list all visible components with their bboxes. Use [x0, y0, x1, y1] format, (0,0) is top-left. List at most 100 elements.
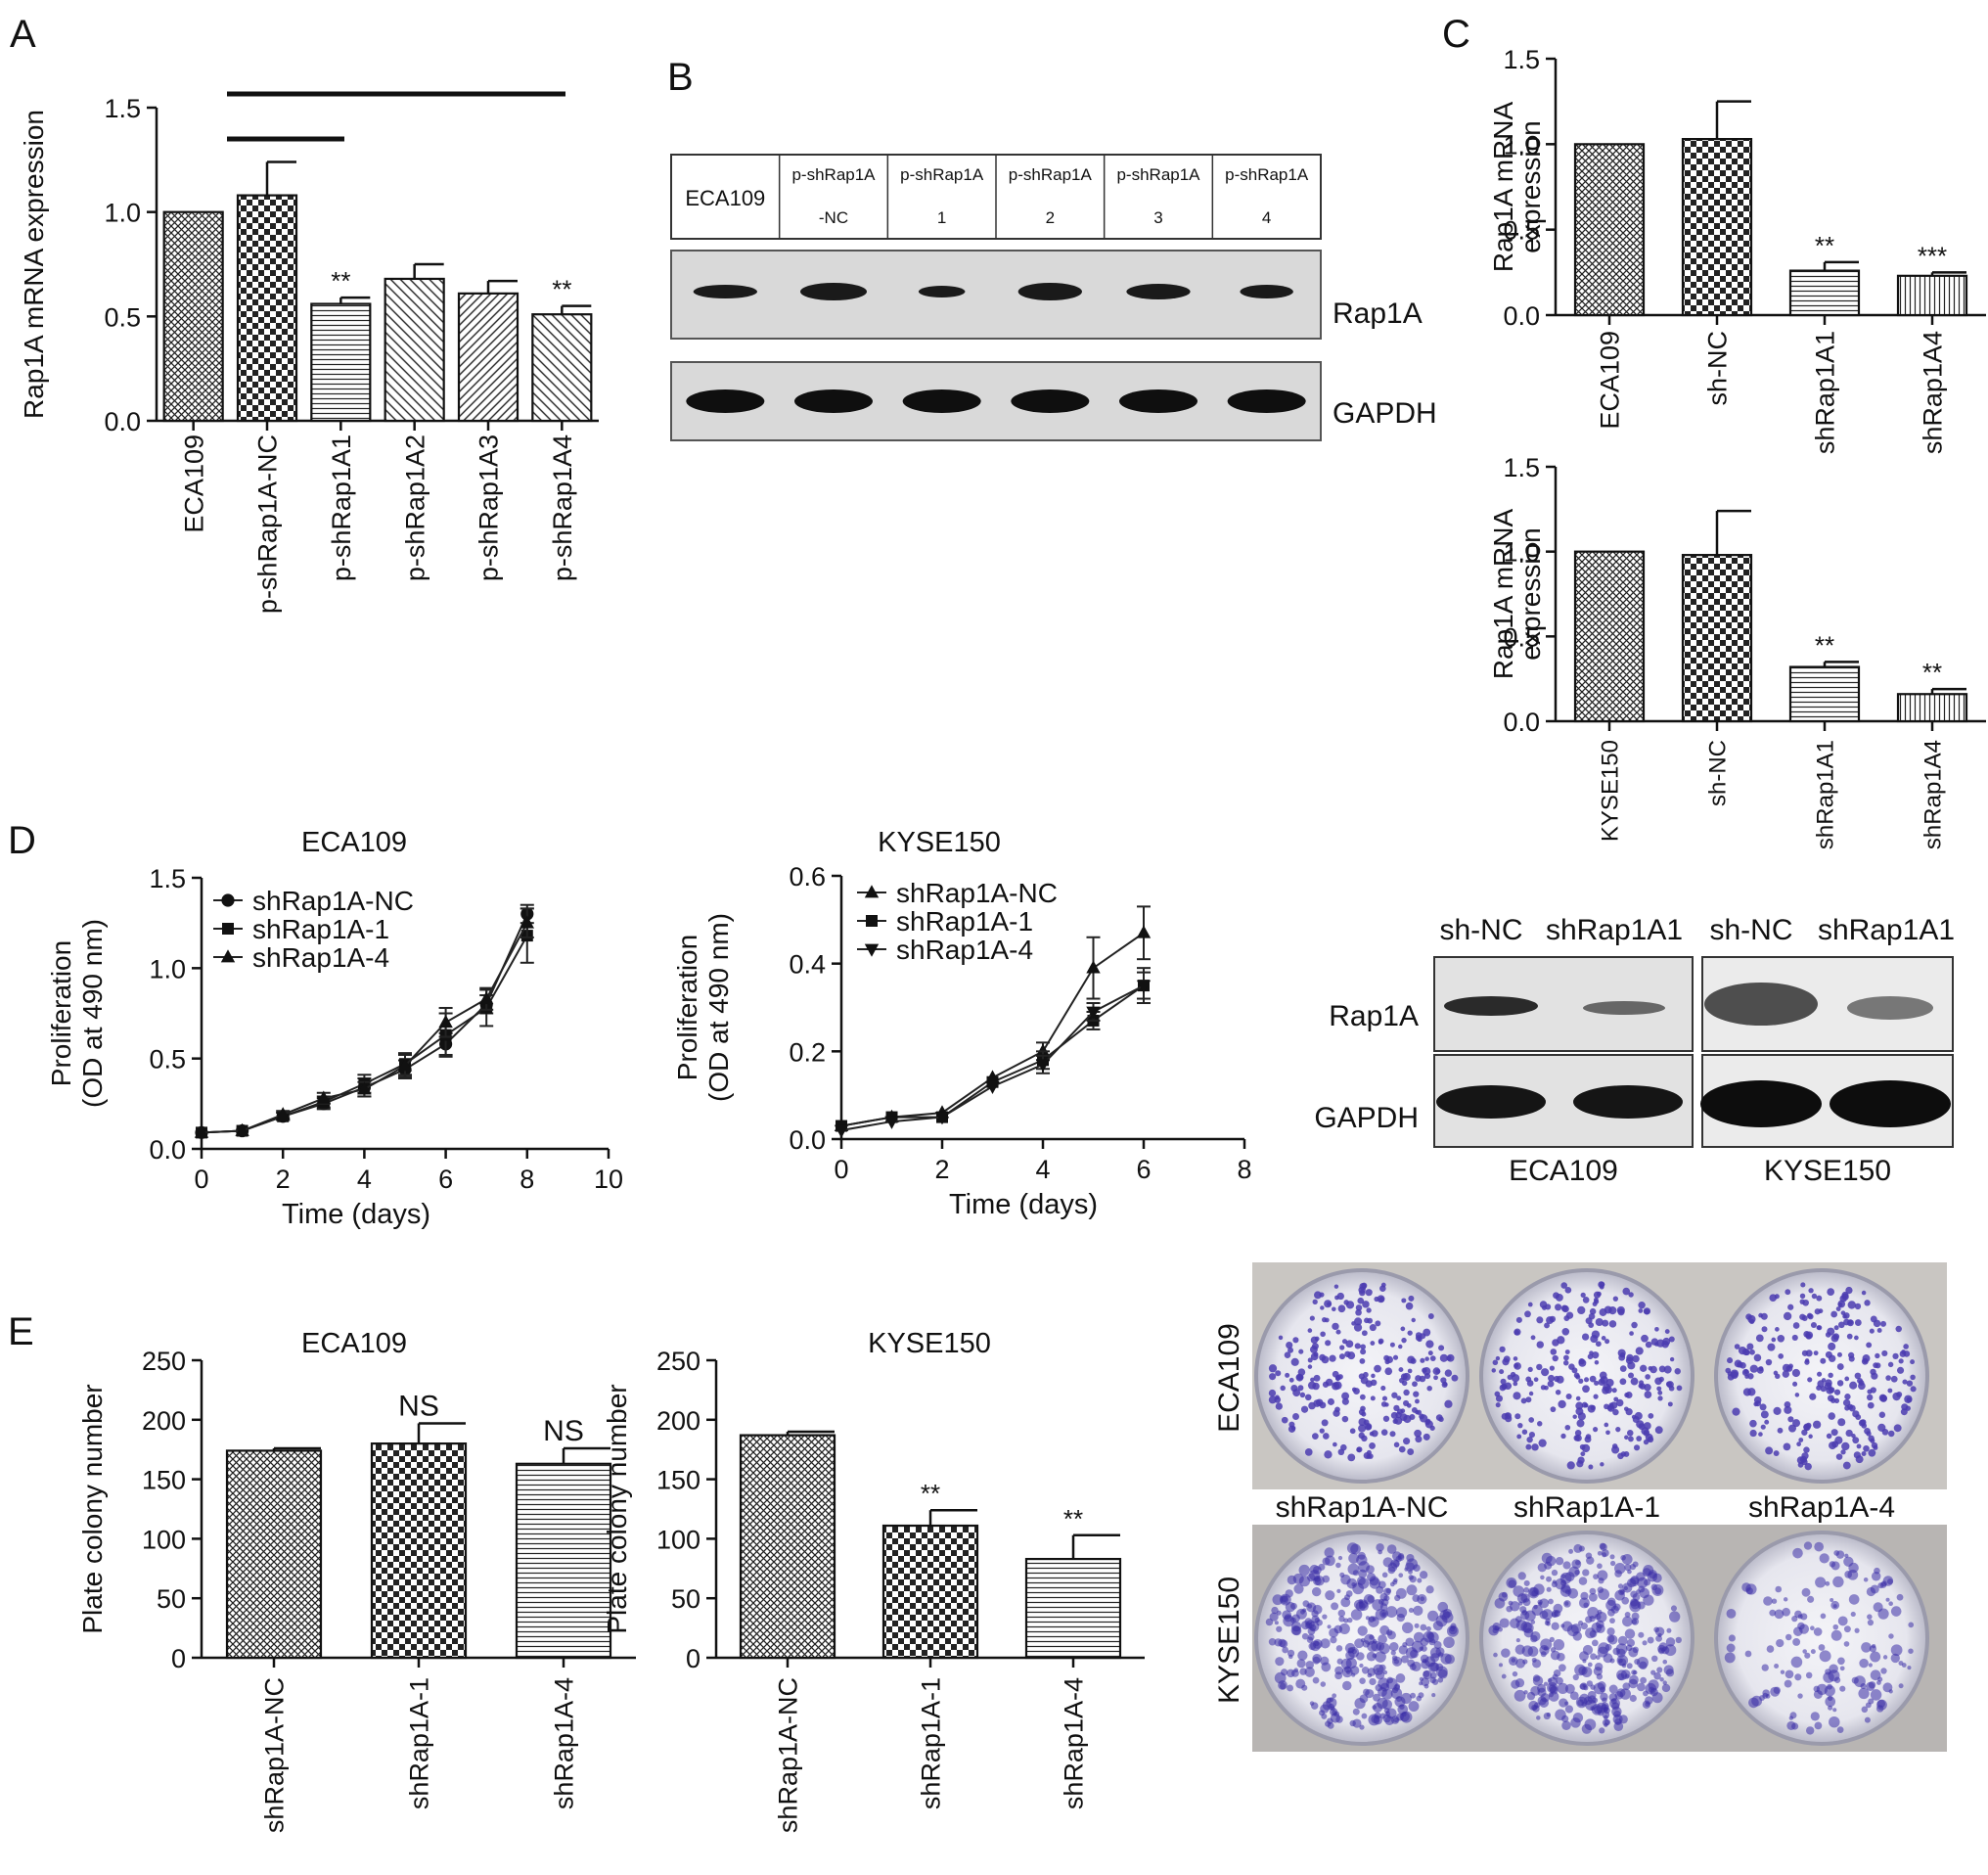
colony-dot: [1850, 1611, 1856, 1618]
y-tick-label: 1.0: [104, 199, 141, 228]
colony-dot: [1532, 1659, 1542, 1669]
colony-dot: [1549, 1636, 1555, 1643]
colony-dot: [1650, 1338, 1659, 1346]
blot-d-lane-label-1: sh-NC: [1439, 914, 1522, 946]
colony-dot: [1411, 1317, 1416, 1323]
colony-dot: [1413, 1605, 1423, 1616]
colony-dot: [1531, 1443, 1539, 1451]
blot-d-band: [1444, 996, 1538, 1016]
colony-dot: [1593, 1297, 1599, 1303]
y-tick-label: 50: [671, 1584, 700, 1614]
colony-dot: [1407, 1355, 1416, 1364]
colony-dot: [1495, 1402, 1501, 1408]
colony-dot: [1606, 1404, 1615, 1412]
colony-dot: [1774, 1294, 1780, 1300]
colony-dot: [1626, 1430, 1634, 1437]
colony-dot: [1319, 1292, 1325, 1298]
colony-dot: [1451, 1374, 1459, 1382]
colony-dot: [1669, 1356, 1675, 1362]
colony-dot: [1792, 1381, 1798, 1387]
colony-dot: [1575, 1395, 1581, 1401]
colony-dot: [1791, 1616, 1798, 1623]
colony-dot: [1354, 1697, 1366, 1710]
blot-b-row-label-rap1a: Rap1A: [1333, 297, 1423, 330]
colony-dot: [1593, 1427, 1599, 1433]
colony-dot: [1334, 1376, 1340, 1382]
colony-dot: [1841, 1441, 1850, 1451]
colony-dot: [1773, 1406, 1782, 1415]
colony-dot: [1551, 1611, 1558, 1618]
colony-dot: [1830, 1629, 1842, 1641]
colony-dot: [1886, 1578, 1893, 1585]
colony-dot: [1429, 1425, 1435, 1431]
colony-dot: [1837, 1321, 1845, 1329]
colony-dot: [1618, 1353, 1626, 1361]
colony-dot: [1313, 1577, 1322, 1586]
colony-dot: [1523, 1579, 1530, 1586]
colony-dot: [1583, 1602, 1589, 1608]
colony-dot: [1629, 1694, 1637, 1703]
colony-dot: [1393, 1578, 1398, 1583]
colony-dot: [1804, 1359, 1810, 1365]
colony-dot: [1895, 1325, 1902, 1333]
colony-dot: [1577, 1621, 1584, 1626]
colony-dot: [1749, 1419, 1757, 1428]
colony-dot: [1358, 1424, 1367, 1433]
colony-dot: [1648, 1412, 1654, 1419]
bar: [236, 194, 298, 423]
colony-dot: [1411, 1661, 1422, 1671]
x-tick-label: shRap1A-4: [550, 1677, 579, 1809]
colony-dot: [1380, 1385, 1386, 1392]
colony-dot: [1301, 1632, 1309, 1640]
panel-letter-e: E: [8, 1310, 34, 1353]
colony-dot: [1579, 1443, 1586, 1450]
colony-dot: [1438, 1416, 1444, 1423]
colony-dot: [1560, 1304, 1568, 1312]
colony-dot: [1591, 1639, 1599, 1647]
y-tick-label: 0.5: [149, 1045, 186, 1075]
colony-dot: [1825, 1332, 1831, 1338]
colony-dot: [1392, 1354, 1399, 1360]
colony-dot: [1437, 1601, 1449, 1613]
data-point: [194, 1124, 209, 1138]
colony-dot: [1637, 1682, 1646, 1692]
colony-dot: [1805, 1349, 1813, 1357]
colony-dot: [1605, 1378, 1614, 1388]
x-tick-label: sh-NC: [1705, 740, 1732, 806]
colony-dot: [1830, 1561, 1840, 1571]
y-tick-label: 1.5: [149, 864, 186, 893]
y-tick-label: 1.5: [104, 94, 141, 123]
colony-dot: [1360, 1349, 1367, 1355]
colony-dot: [1548, 1374, 1556, 1382]
colony-dot: [1301, 1684, 1308, 1691]
colony-dot: [1741, 1348, 1750, 1356]
colony-dot: [1809, 1393, 1817, 1400]
colony-dot: [1603, 1707, 1608, 1713]
colony-dot: [1651, 1692, 1663, 1704]
colony-dot: [1868, 1663, 1873, 1668]
colony-dot: [1616, 1305, 1625, 1314]
colony-dot: [1285, 1601, 1296, 1613]
colony-dot: [1568, 1548, 1574, 1554]
data-point: [235, 1122, 249, 1136]
y-tick-label: 250: [656, 1347, 700, 1376]
colony-dot: [1615, 1398, 1624, 1407]
colony-dot: [1550, 1349, 1558, 1355]
colony-dot: [1403, 1438, 1411, 1445]
colony-dot: [1290, 1385, 1298, 1393]
colony-dot: [1417, 1578, 1423, 1583]
colony-dot: [1763, 1596, 1773, 1606]
colony-dot: [1439, 1610, 1451, 1621]
colony-dot: [1675, 1636, 1682, 1644]
y-tick-label: 0.5: [1503, 216, 1540, 246]
y-tick-label: 0.6: [789, 862, 826, 892]
blot-d-lane-label-2: shRap1A1: [1546, 914, 1683, 946]
colony-dot: [1832, 1576, 1844, 1588]
colony-dot: [1359, 1394, 1366, 1400]
colony-dot: [1860, 1682, 1867, 1690]
colony-dot: [1661, 1340, 1669, 1349]
colony-dot: [1525, 1376, 1532, 1383]
colony-dot: [1423, 1433, 1430, 1441]
colony-dot: [1861, 1423, 1868, 1429]
data-point: [864, 943, 880, 957]
